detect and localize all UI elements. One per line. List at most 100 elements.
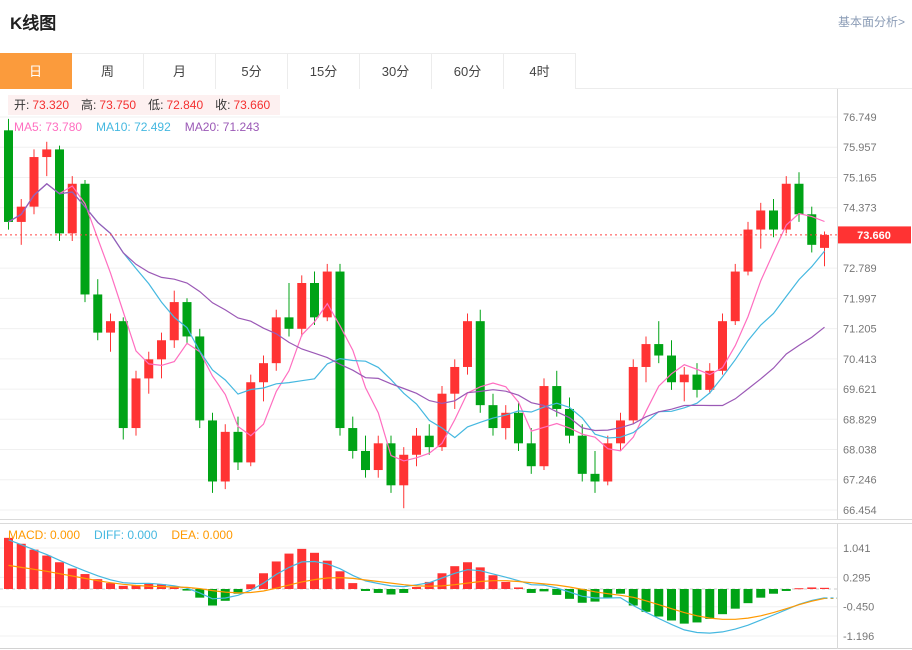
- macd-axis-tick: 0.295: [843, 572, 871, 584]
- macd-histogram-bar: [616, 589, 625, 594]
- ma10-legend: MA10: 72.492: [96, 120, 171, 134]
- ma20-legend: MA20: 71.243: [184, 120, 260, 134]
- tab-60min[interactable]: 60分: [432, 53, 504, 89]
- tab-week[interactable]: 周: [72, 53, 144, 89]
- macd-histogram-bar: [361, 589, 370, 591]
- ohlc-open-value: 73.320: [32, 98, 70, 112]
- candle-body: [628, 366, 638, 421]
- macd-histogram-bar: [42, 555, 52, 589]
- price-axis-tick: 72.789: [843, 263, 877, 275]
- macd-chart-pane[interactable]: MACD: 0.000 DIFF: 0.000 DEA: 0.000 1.041 0.…: [0, 523, 912, 649]
- candle-body: [259, 363, 268, 383]
- price-axis-tick: 74.373: [843, 203, 877, 215]
- macd-histogram-bar: [501, 581, 511, 589]
- macd-histogram-bar: [182, 589, 192, 591]
- candle-body: [131, 378, 141, 429]
- candle-body: [577, 435, 587, 474]
- header: K线图 基本面分析>: [0, 0, 912, 48]
- macd-histogram-bar: [463, 562, 472, 589]
- page-title: K线图: [10, 14, 57, 33]
- candle-body: [692, 374, 702, 390]
- macd-histogram-bar: [781, 589, 791, 591]
- candle-body: [679, 374, 689, 383]
- dea-legend: DEA: 0.000: [171, 528, 233, 542]
- candle-body: [552, 386, 562, 409]
- macd-histogram-bar: [118, 585, 128, 589]
- macd-histogram-bar: [220, 589, 230, 601]
- candle-body: [208, 420, 217, 482]
- macd-histogram-bar: [450, 566, 460, 589]
- macd-histogram-bar: [4, 537, 13, 589]
- candle-body: [539, 386, 549, 467]
- tab-month[interactable]: 月: [144, 53, 216, 89]
- dea-line: [8, 564, 825, 620]
- diff-legend: DIFF: 0.000: [94, 528, 158, 542]
- candle-body: [297, 283, 307, 329]
- macd-histogram-bar: [424, 581, 434, 589]
- candle-body: [335, 271, 345, 429]
- candle-body: [450, 366, 460, 394]
- macd-histogram-bar: [271, 561, 281, 589]
- candle-body: [169, 302, 179, 341]
- macd-histogram-bar: [552, 589, 562, 595]
- ohlc-high-label: 高:: [81, 98, 97, 112]
- macd-histogram-bar: [526, 589, 536, 593]
- macd-histogram-bar: [705, 589, 715, 619]
- price-axis-tick: 70.413: [843, 354, 877, 366]
- tab-4hour[interactable]: 4时: [504, 53, 576, 89]
- ohlc-high-value: 73.750: [99, 98, 137, 112]
- candle-body: [29, 157, 39, 207]
- price-chart-pane[interactable]: 开: 73.320 高: 73.750 低: 72.840 收: 73.660 MA5: 73…: [0, 89, 912, 520]
- candle-body: [565, 408, 574, 436]
- candle-body: [616, 420, 625, 444]
- macd-axis-tick: -1.196: [843, 631, 874, 643]
- candle-body: [182, 302, 192, 337]
- candle-body: [144, 359, 154, 379]
- tab-15min[interactable]: 15分: [288, 53, 360, 89]
- macd-histogram-bar: [679, 589, 689, 624]
- tab-5min[interactable]: 5分: [216, 53, 288, 89]
- candle-body: [246, 382, 256, 463]
- ma-legend: MA5: 73.780 MA10: 72.492 MA20: 71.243: [8, 119, 280, 135]
- macd-histogram-bar: [743, 589, 753, 604]
- macd-histogram-bar: [667, 589, 676, 621]
- macd-histogram-bar: [412, 587, 421, 589]
- candle-body: [118, 321, 128, 429]
- last-price-badge-text: 73.660: [857, 230, 891, 242]
- tab-30min[interactable]: 30分: [360, 53, 432, 89]
- candle-body: [412, 435, 421, 455]
- candle-body: [42, 149, 52, 158]
- candle-body: [488, 405, 498, 429]
- macd-histogram-bar: [322, 560, 332, 589]
- fundamental-analysis-link[interactable]: 基本面分析>: [837, 15, 905, 29]
- macd-histogram-bar: [514, 587, 523, 589]
- price-axis-tick: 66.454: [843, 505, 877, 517]
- candle-body: [55, 149, 64, 234]
- candle-body: [271, 317, 281, 364]
- candle-body: [705, 370, 715, 390]
- macd-histogram-bar: [233, 589, 243, 594]
- macd-histogram-bar: [348, 583, 358, 589]
- diff-line: [8, 539, 825, 634]
- candle-body: [4, 130, 13, 222]
- macd-chart[interactable]: 1.041 0.295 -0.450 -1.196: [0, 524, 912, 649]
- candlestick-chart[interactable]: 76.74975.95775.16574.37373.58172.78971.9…: [0, 89, 912, 520]
- candle-body: [654, 344, 664, 356]
- tab-day[interactable]: 日: [0, 53, 72, 89]
- ohlc-close-value: 73.660: [233, 98, 271, 112]
- price-axis-tick: 67.246: [843, 475, 877, 487]
- candle-body: [794, 183, 804, 215]
- price-axis-tick: 75.957: [843, 142, 877, 154]
- candle-body: [399, 454, 409, 486]
- macd-histogram-bar: [259, 573, 268, 589]
- candle-body: [67, 183, 77, 234]
- macd-histogram-bar: [399, 589, 409, 593]
- candle-body: [730, 271, 740, 322]
- macd-histogram-bar: [80, 574, 90, 589]
- macd-histogram-bar: [16, 543, 26, 589]
- candle-body: [220, 431, 230, 482]
- macd-histogram-bar: [756, 589, 766, 598]
- macd-histogram-bar: [373, 589, 383, 593]
- candle-body: [475, 321, 485, 406]
- ohlc-low-value: 72.840: [166, 98, 204, 112]
